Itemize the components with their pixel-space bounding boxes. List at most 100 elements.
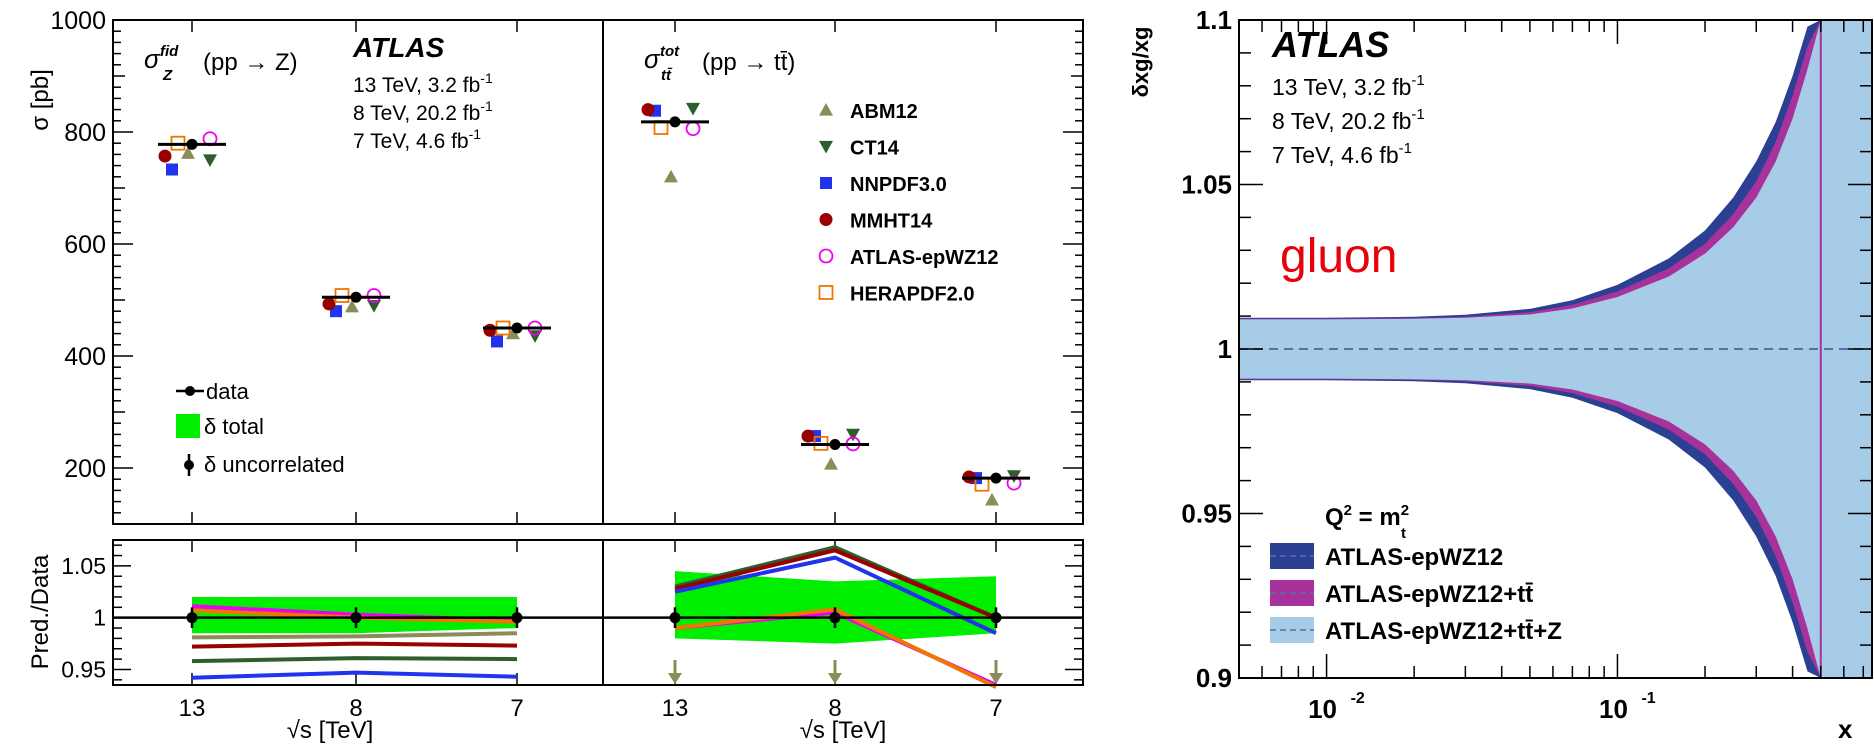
ratio-plot-layer: 13 8 7 13 8 7 0.95 1 1.05: [61, 540, 1083, 722]
y-tick-label: 600: [64, 231, 106, 259]
ratio-y-tick-label: 0.95: [61, 656, 106, 682]
legend-label-mmht14: MMHT14: [850, 211, 933, 233]
y-tick-label: 800: [64, 119, 106, 147]
marker-abm12: [985, 492, 999, 506]
x-axis-label-z: √s [TeV]: [287, 717, 374, 744]
marker-ct14: [686, 102, 700, 116]
lumi-13tev: 13 TeV, 3.2 fb-1: [353, 70, 493, 97]
marker-atlas-epwz12: [366, 288, 382, 303]
legend-label-abm12: ABM12: [850, 101, 918, 123]
gluon-legend-label: ATLAS-epWZ12+tt̄+Z: [1325, 618, 1562, 645]
atlas-label-left: ATLAS 13 TeV, 3.2 fb-1 8 TeV, 20.2 fb-1 …: [352, 32, 493, 153]
data-point: [829, 438, 841, 450]
marker-ct14: [846, 428, 860, 442]
legend-label-nnpdf3-0: NNPDF3.0: [850, 174, 947, 196]
marker-mmht14: [819, 213, 833, 226]
ratio-line-abm12: [191, 631, 518, 640]
z-panel-title: σ fid Z (pp → Z): [144, 43, 298, 84]
marker-abm12: [345, 299, 359, 313]
ratio-data-point: [186, 612, 198, 624]
marker-mmht14: [483, 323, 497, 337]
marker-ct14: [819, 140, 833, 154]
z-title-sub: Z: [162, 67, 173, 84]
main-y-axis-label: σ [pb]: [27, 69, 54, 131]
z-title-sup: fid: [160, 43, 179, 60]
gluon-x-axis-label: x: [1838, 714, 1853, 744]
gluon-x-tick-exponent: -1: [1641, 690, 1655, 707]
marker-abm12: [824, 457, 838, 470]
legend-uncorrelated-label: δ uncorrelated: [204, 452, 345, 477]
x-tick-label: 13: [662, 695, 689, 722]
svg-text:σ: σ: [144, 44, 161, 74]
legend-data-label: data: [206, 379, 250, 404]
legend-total-swatch: [176, 414, 200, 438]
gluon-x-tick-label: 10: [1308, 694, 1337, 724]
ratio-data-point: [829, 612, 841, 624]
legend-title-sub: t: [1401, 525, 1406, 542]
gluon-legend: Q2 = m2 t ATLAS-epWZ12ATLAS-epWZ12+tt̄AT…: [1270, 502, 1562, 645]
ttbar-title-process: (pp → tt̄): [702, 49, 795, 76]
data-point: [350, 291, 362, 303]
gluon-bands-layer: 0.9 0.95 1 1.05 1.1 10 -2 10 -1: [1181, 5, 1872, 724]
data-point: [990, 472, 1002, 484]
gluon-legend-label: ATLAS-epWZ12: [1325, 544, 1503, 571]
gluon-y-tick-label: 0.9: [1196, 663, 1232, 693]
main-plot-frame: [112, 19, 1084, 525]
marker-nnpdf3-0: [166, 163, 178, 176]
gluon-legend-items: ATLAS-epWZ12 ATLAS-epWZ12+tt̄ ATLAS-epWZ12…: [1270, 543, 1562, 645]
lumi-7tev: 7 TeV, 4.6 fb-1: [353, 126, 481, 153]
y-tick-label: 400: [64, 343, 106, 371]
x-tick-label: 8: [828, 695, 841, 722]
ttbar-panel-title: σ tot tt̄ (pp → tt̄): [644, 43, 795, 84]
ratio-plot-frame: [112, 539, 1084, 686]
marker-mmht14: [322, 297, 336, 311]
ratio-y-tick-label: 1: [93, 605, 106, 631]
lumi-7tev-right: 7 TeV, 4.6 fb-1: [1272, 140, 1412, 168]
marker-mmht14: [641, 103, 655, 117]
marker-mmht14: [158, 149, 172, 163]
gluon-plot-frame: [1238, 19, 1873, 679]
ttbar-title-sup: tot: [660, 43, 680, 60]
gluon-x-tick-label: 10: [1599, 694, 1628, 724]
marker-abm12: [664, 169, 678, 183]
marker-nnpdf3-0: [820, 177, 832, 189]
gluon-annotation: gluon: [1280, 230, 1397, 283]
gluon-figure: 0.9 0.95 1 1.05 1.1 10 -2 10 -1 δxg/xg x ATLAS 1…: [1128, 5, 1873, 744]
main-plot-layer: 200 400 600 800 1000: [50, 7, 1083, 525]
legend-label-ct14: CT14: [850, 138, 900, 160]
marker-nnpdf3-0: [491, 335, 503, 348]
marker-abm12: [506, 326, 520, 340]
y-tick-label: 200: [64, 455, 106, 483]
marker-ct14: [367, 300, 381, 313]
svg-text:σ: σ: [644, 44, 661, 74]
abm12-offscale-arrowhead: [668, 673, 682, 684]
y-tick-label: 1000: [50, 7, 106, 35]
gluon-y-tick-label: 1.1: [1196, 5, 1232, 35]
ratio-data-point: [511, 612, 523, 624]
lumi-8tev-right: 8 TeV, 20.2 fb-1: [1272, 106, 1425, 134]
marker-herapdf2-0: [818, 285, 834, 300]
data-legend: data δ total δ uncorrelated: [176, 379, 345, 477]
ratio-line-mmht14: [191, 641, 518, 649]
legend-title-q2: Q2 = m2: [1325, 502, 1409, 531]
x-tick-label: 7: [989, 695, 1002, 722]
legend-total-label: δ total: [204, 414, 264, 439]
data-point: [186, 138, 198, 150]
x-tick-label: 13: [179, 695, 206, 722]
marker-herapdf2-0: [334, 288, 350, 303]
x-tick-label: 7: [510, 695, 523, 722]
ratio-line-nnpdf3-0: [674, 555, 997, 636]
lumi-8tev: 8 TeV, 20.2 fb-1: [353, 98, 493, 125]
pdf-legend: ABM12 CT14 NNPDF3.0 MMHT14 ATLAS-epWZ12 HERAP…: [818, 101, 999, 306]
ratio-data-point: [990, 612, 1002, 624]
x-axis-label-ttbar: √s [TeV]: [800, 717, 887, 744]
abm12-offscale-arrowhead: [828, 673, 842, 684]
atlas-text: ATLAS: [352, 32, 445, 63]
atlas-label-right: ATLAS 13 TeV, 3.2 fb-1 8 TeV, 20.2 fb-1 …: [1271, 24, 1425, 168]
ratio-line-nnpdf3-0: [191, 670, 518, 680]
ratio-data-point: [669, 612, 681, 624]
ratio-line-mmht14: [674, 548, 997, 620]
legend-label-herapdf2-0: HERAPDF2.0: [850, 284, 974, 306]
ratio-y-tick-label: 1.05: [61, 553, 106, 579]
